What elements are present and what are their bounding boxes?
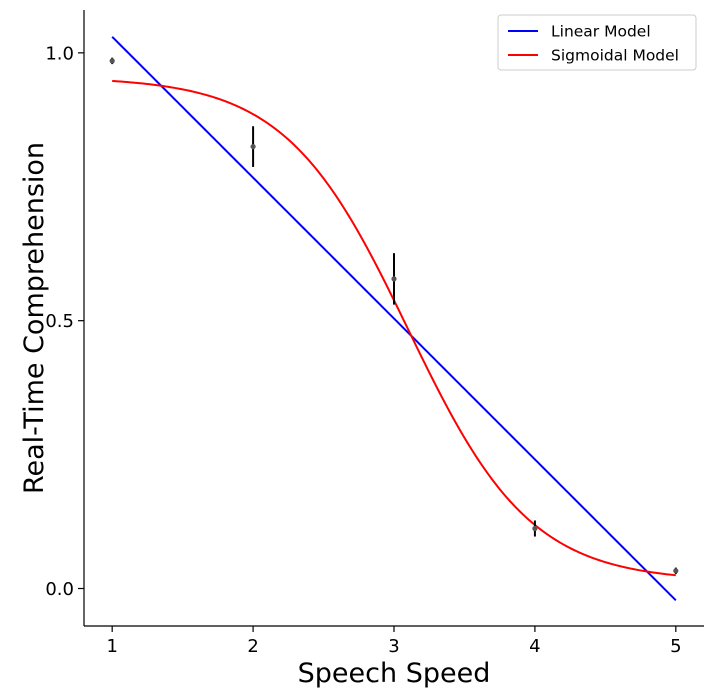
- y-tick-label: 1.0: [45, 43, 74, 64]
- data-point: [250, 143, 256, 150]
- sigmoidal-model-line: [112, 79, 676, 577]
- x-tick-label: 1: [106, 636, 117, 657]
- data-point: [532, 525, 538, 532]
- x-axis-ticks: 1 2 3 4 5: [106, 626, 682, 657]
- y-tick-label: 0.5: [45, 311, 74, 332]
- data-point: [391, 276, 397, 282]
- observation-markers: [109, 57, 679, 575]
- data-point: [673, 568, 679, 574]
- plot-area: [109, 36, 679, 601]
- y-axis-ticks: 0.0 0.5 1.0: [45, 43, 84, 600]
- data-point: [109, 58, 115, 64]
- legend-label-linear-model: Linear Model: [551, 23, 651, 41]
- x-tick-label: 3: [388, 636, 399, 657]
- legend-label-sigmoidal-model: Sigmoidal Model: [551, 47, 679, 65]
- x-tick-label: 5: [670, 636, 681, 657]
- linear-model-line: [111, 36, 677, 601]
- x-tick-label: 4: [529, 636, 540, 657]
- legend-box: [497, 14, 697, 71]
- y-axis-title: Real-Time Comprehension: [19, 142, 50, 494]
- model-lines: [111, 36, 677, 601]
- legend: Linear Model Sigmoidal Model: [497, 14, 697, 71]
- x-axis-title: Speech Speed: [298, 658, 491, 689]
- y-tick-label: 0.0: [45, 579, 74, 600]
- x-tick-label: 2: [247, 636, 258, 657]
